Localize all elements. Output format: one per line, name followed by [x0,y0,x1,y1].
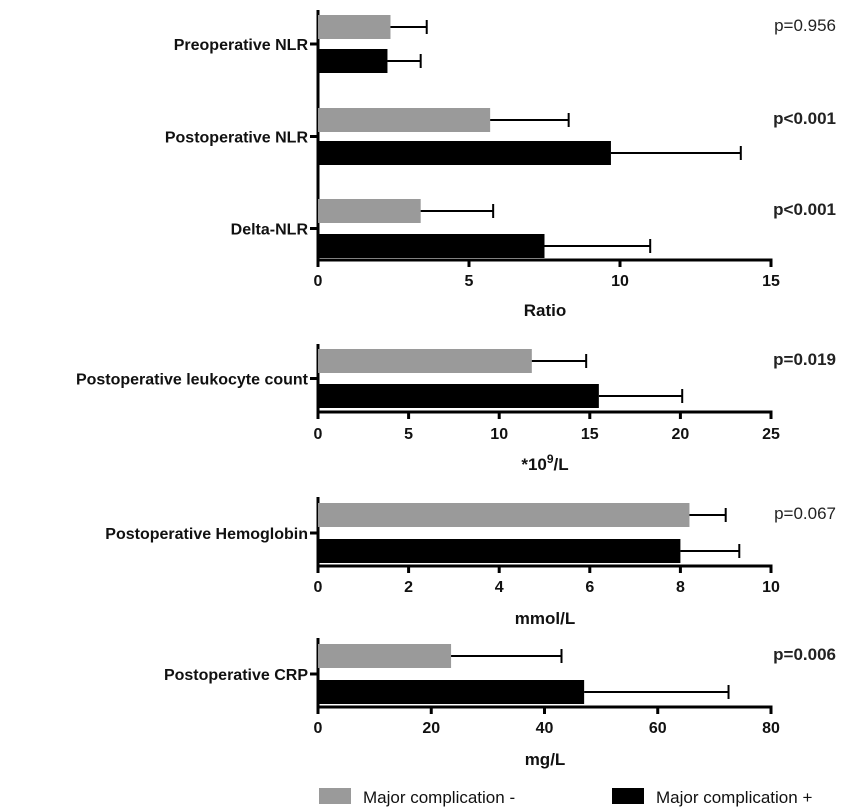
x-tick-label: 10 [490,426,508,443]
bar-complication-neg [318,199,421,223]
category-label: Postoperative CRP [164,667,308,684]
bar-complication-pos [318,141,611,165]
x-tick-label: 10 [762,579,780,596]
bar-complication-pos [318,539,681,563]
category-label: Preoperative NLR [174,37,309,54]
legend-label: Major complication - [363,788,515,807]
x-tick-label: 20 [422,720,440,737]
x-axis-label: mmol/L [515,609,575,628]
x-tick-label: 20 [672,426,690,443]
x-tick-label: 0 [314,426,323,443]
x-axis-label-superscript: 9 [547,452,554,466]
p-value: p=0.006 [773,645,836,664]
bar-complication-pos [318,680,585,704]
legend-swatch [319,788,351,804]
x-tick-label: 6 [585,579,594,596]
x-tick-label: 60 [649,720,667,737]
category-label: Postoperative Hemoglobin [105,526,308,543]
bar-complication-neg [318,503,690,527]
x-tick-label: 5 [465,273,474,290]
bar-complication-neg [318,349,532,373]
category-label: Delta-NLR [231,222,309,239]
x-tick-label: 15 [762,273,780,290]
x-tick-label: 0 [314,273,323,290]
x-tick-label: 80 [762,720,780,737]
x-tick-label: 25 [762,426,780,443]
bar-complication-pos [318,384,599,408]
p-value: p=0.067 [774,504,836,523]
x-tick-label: 8 [676,579,685,596]
category-label: Postoperative leukocyte count [76,372,309,389]
bar-complication-pos [318,49,388,73]
x-tick-label: 10 [611,273,629,290]
x-tick-label: 2 [404,579,413,596]
bar-complication-neg [318,108,491,132]
p-value: p=0.019 [773,350,836,369]
x-tick-label: 5 [404,426,413,443]
x-tick-label: 0 [314,579,323,596]
p-value: p=0.956 [774,16,836,35]
bar-complication-neg [318,644,452,668]
x-axis-label-suffix: /L [554,455,569,474]
bar-complication-neg [318,15,391,39]
x-tick-label: 40 [536,720,554,737]
x-axis-label: mg/L [525,750,566,769]
legend-swatch [612,788,644,804]
legend-label: Major complication + [656,788,812,807]
x-tick-label: 15 [581,426,599,443]
p-value: p<0.001 [773,200,836,219]
p-value: p<0.001 [773,109,836,128]
bar-complication-pos [318,234,545,258]
x-tick-label: 0 [314,720,323,737]
category-label: Postoperative NLR [165,130,309,147]
x-axis-label: Ratio [524,301,567,320]
x-tick-label: 4 [495,579,504,596]
x-axis-label: *109/L [521,452,568,474]
